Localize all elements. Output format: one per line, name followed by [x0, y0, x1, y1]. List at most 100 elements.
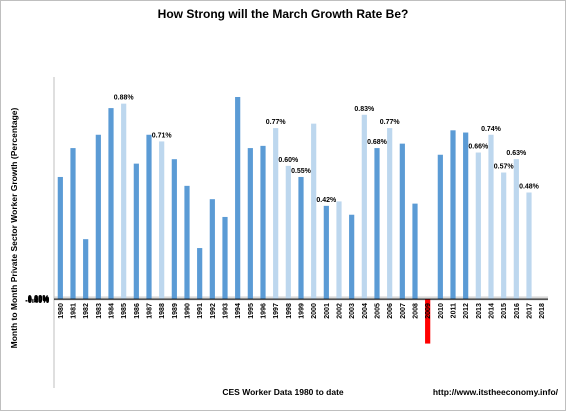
- x-tick-label: 2017: [527, 303, 534, 319]
- x-tick-label: 1986: [134, 303, 141, 319]
- bar-1993[interactable]: [222, 216, 228, 300]
- y-tick-label: -0.20%: [25, 296, 49, 305]
- x-tick-label: 2005: [375, 303, 382, 319]
- y-tick-label: -0.40%: [25, 296, 49, 305]
- x-tick-label: 1988: [159, 303, 166, 319]
- data-label: 0.68%: [367, 139, 388, 146]
- bar-1998[interactable]: [285, 165, 291, 300]
- y-tick-label: 0.80%: [28, 293, 50, 302]
- bar-2007[interactable]: [399, 143, 405, 300]
- x-axis-title: CES Worker Data 1980 to date: [222, 387, 344, 397]
- y-tick-label: 0.20%: [28, 295, 50, 304]
- bar-2000[interactable]: [311, 123, 317, 300]
- data-label: 0.88%: [114, 95, 135, 102]
- x-tick-label: 2011: [451, 303, 458, 318]
- data-label: 0.77%: [266, 119, 287, 126]
- x-tick-label: 2010: [438, 303, 445, 319]
- chart-title: How Strong will the March Growth Rate Be…: [157, 7, 409, 21]
- x-tick-label: 1994: [235, 303, 242, 319]
- x-tick-label: 1980: [58, 303, 65, 319]
- bar-1996[interactable]: [260, 145, 266, 300]
- bar-1988[interactable]: [159, 141, 165, 300]
- bar-1991[interactable]: [197, 248, 203, 300]
- bar-1987[interactable]: [146, 134, 152, 300]
- x-tick-label: 2004: [362, 303, 369, 319]
- bar-2017[interactable]: [526, 192, 532, 300]
- x-tick-label: 1999: [299, 303, 306, 319]
- bar-2001[interactable]: [323, 205, 329, 300]
- bar-1982[interactable]: [83, 239, 89, 300]
- bar-1997[interactable]: [273, 128, 279, 300]
- x-tick-label: 2001: [324, 303, 331, 319]
- x-tick-label: 1998: [286, 303, 293, 319]
- bar-1989[interactable]: [171, 159, 177, 300]
- bar-1980[interactable]: [57, 176, 63, 300]
- x-tick-label: 2006: [387, 303, 394, 319]
- bar-1995[interactable]: [247, 148, 253, 300]
- bar-2010[interactable]: [437, 154, 443, 300]
- x-tick-label: 2009: [425, 303, 432, 319]
- x-tick-label: 1995: [248, 303, 255, 319]
- data-label: 0.83%: [354, 106, 375, 113]
- bar-2004[interactable]: [361, 114, 367, 300]
- data-label: 0.71%: [152, 132, 173, 139]
- bar-1999[interactable]: [298, 176, 304, 300]
- bar-1992[interactable]: [209, 199, 215, 300]
- data-label: 0.66%: [468, 144, 489, 151]
- x-tick-label: 1982: [83, 303, 90, 319]
- x-tick-label: 1987: [147, 303, 154, 319]
- x-tick-label: 2012: [463, 303, 470, 319]
- bar-1990[interactable]: [184, 185, 190, 300]
- x-tick-label: 2003: [349, 303, 356, 319]
- data-label: 0.57%: [494, 164, 515, 171]
- x-tick-label: 2016: [514, 303, 521, 319]
- x-tick-label: 2008: [413, 303, 420, 319]
- bar-2002[interactable]: [336, 201, 342, 300]
- data-label: 0.48%: [519, 184, 540, 191]
- x-tick-label: 1993: [223, 303, 230, 319]
- bar-2011[interactable]: [450, 130, 456, 300]
- data-label: 0.60%: [278, 157, 299, 164]
- bar-2008[interactable]: [412, 203, 418, 300]
- x-tick-label: 2014: [489, 303, 496, 319]
- bar-2012[interactable]: [463, 132, 469, 300]
- bar-1985[interactable]: [121, 103, 127, 300]
- bar-2015[interactable]: [501, 172, 507, 300]
- y-tick-label: 0.60%: [28, 294, 50, 303]
- x-tick-label: 1984: [109, 303, 116, 319]
- x-tick-label: 1996: [261, 303, 268, 319]
- data-label: 0.77%: [380, 119, 401, 126]
- x-tick-label: 1989: [172, 303, 179, 319]
- data-label: 0.63%: [506, 150, 527, 157]
- x-tick-label: 1985: [121, 303, 128, 319]
- x-tick-label: 2000: [311, 303, 318, 319]
- bar-1994[interactable]: [235, 96, 241, 300]
- data-label: 0.55%: [291, 168, 312, 175]
- data-label: 0.74%: [481, 126, 502, 133]
- x-tick-label: 2007: [400, 303, 407, 319]
- bar-2009[interactable]: [425, 299, 431, 344]
- y-tick-label: 0.00%: [28, 295, 50, 304]
- x-tick-label: 1997: [273, 303, 280, 319]
- bar-2016[interactable]: [513, 159, 519, 300]
- bar-2013[interactable]: [475, 152, 481, 300]
- bar-1981[interactable]: [70, 148, 76, 300]
- x-tick-label: 1990: [185, 303, 192, 319]
- x-tick-label: 1992: [210, 303, 217, 319]
- source-url: http://www.itstheeconomy.info/: [432, 387, 558, 397]
- x-tick-label: 1991: [197, 303, 204, 319]
- bar-2005[interactable]: [374, 148, 380, 300]
- bar-2006[interactable]: [387, 128, 393, 300]
- bar-1984[interactable]: [108, 108, 114, 300]
- bar-2003[interactable]: [349, 214, 355, 300]
- bar-1986[interactable]: [133, 163, 139, 300]
- x-tick-label: 2018: [539, 303, 546, 319]
- bar-2014[interactable]: [488, 134, 494, 300]
- y-tick-label: 0.40%: [28, 294, 50, 303]
- x-tick-label: 1983: [96, 303, 103, 319]
- x-tick-label: 1981: [71, 303, 78, 319]
- x-tick-label: 2015: [501, 303, 508, 319]
- bar-1983[interactable]: [95, 134, 101, 300]
